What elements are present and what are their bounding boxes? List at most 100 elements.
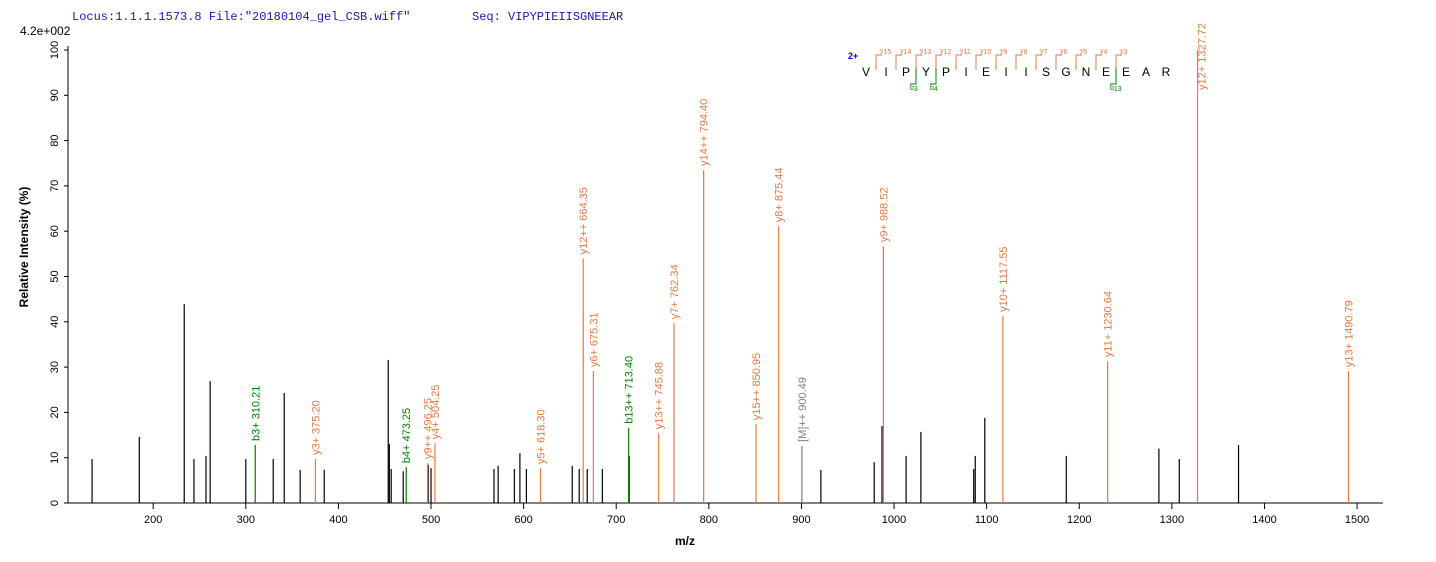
- y-ion-label: y14: [900, 48, 911, 56]
- y-ion-bracket: [1015, 54, 1022, 70]
- b-ion-label: b4: [930, 85, 938, 93]
- x-tick-label: 1100: [975, 514, 999, 526]
- header-seq: Seq: VIPYPIEIISGNEEAR: [472, 10, 623, 24]
- y-ion-label: y13: [920, 48, 931, 56]
- residue: R: [1162, 65, 1171, 79]
- y-tick-label: 80: [49, 134, 61, 146]
- y-tick-label: 50: [49, 270, 61, 282]
- peak-label: y14++ 794.40: [699, 99, 711, 166]
- x-tick-label: 700: [607, 514, 625, 526]
- y-ion-label: y8: [1020, 48, 1028, 56]
- peak-label: y11+ 1230.64: [1103, 291, 1115, 357]
- peak-label: y9+ 988.52: [878, 187, 890, 242]
- residue: Y: [922, 65, 930, 79]
- residue: I: [884, 65, 887, 79]
- y-ion-bracket: [915, 54, 922, 70]
- residue: I: [1004, 65, 1007, 79]
- x-tick-label: 600: [514, 514, 532, 526]
- peak-label: y13+ 1490.79: [1344, 300, 1356, 367]
- x-tick-label: 800: [700, 514, 718, 526]
- residue: P: [942, 65, 950, 79]
- y-ion-label: y6: [1060, 48, 1068, 56]
- y-tick-label: 0: [49, 500, 61, 506]
- b-ion-bracket: [930, 68, 937, 85]
- residue: I: [1024, 65, 1027, 79]
- y-ion-number: 15: [884, 49, 892, 56]
- peak-label: y3+ 375.20: [310, 400, 322, 455]
- residue: E: [1102, 65, 1110, 79]
- x-tick-label: 1300: [1160, 514, 1184, 526]
- residue: N: [1082, 65, 1091, 79]
- y-ion-label: y5: [1080, 48, 1088, 56]
- residue: V: [862, 65, 870, 79]
- peak-label: y12+ 1327.72: [1197, 23, 1209, 90]
- residue: E: [1122, 65, 1130, 79]
- y-tick-label: 30: [49, 361, 61, 373]
- y-ion-bracket: [1035, 54, 1042, 70]
- scale-label: 4.2e+002: [20, 24, 71, 38]
- y-tick-label: 90: [49, 89, 61, 101]
- peak-label: y7+ 762.34: [669, 264, 681, 319]
- b-ion-label: b13: [1110, 85, 1122, 93]
- residue: A: [1142, 65, 1150, 79]
- peak-label: y5+ 618.30: [536, 409, 548, 464]
- peak-label: [M]++ 900.49: [797, 377, 809, 442]
- y-ion-bracket: [995, 54, 1002, 70]
- y-ion-number: 12: [944, 49, 952, 56]
- peak-label: y9++ 496.25: [423, 398, 435, 459]
- y-ion-label: y15: [880, 48, 891, 56]
- residue: P: [902, 65, 910, 79]
- x-tick-label: 300: [237, 514, 255, 526]
- y-ion-number: 7: [1044, 49, 1048, 56]
- residue: E: [982, 65, 990, 79]
- x-tick-label: 500: [422, 514, 440, 526]
- y-ion-label: y3: [1120, 48, 1128, 56]
- x-tick-label: 1500: [1345, 514, 1369, 526]
- x-tick-label: 200: [144, 514, 162, 526]
- peak-label: b3+ 310.21: [250, 386, 262, 441]
- peak-label: y4+ 504.25: [430, 384, 442, 439]
- y-ion-bracket: [935, 54, 942, 70]
- b-ion-bracket: [1110, 68, 1117, 85]
- y-tick-label: 60: [49, 225, 61, 237]
- x-tick-label: 900: [792, 514, 810, 526]
- y-ion-bracket: [1095, 54, 1102, 70]
- x-tick-label: 1400: [1252, 514, 1276, 526]
- b-ion-label: b3: [910, 85, 918, 93]
- y-ion-bracket: [1115, 54, 1122, 70]
- y-axis-label: Relative Intensity (%): [17, 187, 31, 308]
- peak-label: b13++ 713.40: [624, 356, 636, 424]
- y-ion-bracket: [1055, 54, 1062, 70]
- residue: I: [964, 65, 967, 79]
- header-locus: Locus:1.1.1.1573.8 File:"20180104_gel_CS…: [72, 10, 410, 24]
- peak-label: b4+ 473.25: [401, 408, 413, 463]
- y-ion-bracket: [1075, 54, 1082, 70]
- b-ion-number: 4: [934, 86, 938, 93]
- y-ion-label: y10: [980, 48, 991, 56]
- y-ion-number: 4: [1104, 49, 1108, 56]
- y-ion-number: 13: [924, 49, 932, 56]
- y-ion-bracket: [955, 54, 962, 70]
- b-ion-bracket: [910, 68, 917, 85]
- y-ion-label: y11: [960, 48, 971, 56]
- peak-label: y10+ 1117.55: [998, 247, 1010, 312]
- x-tick-label: 1200: [1067, 514, 1091, 526]
- peak-label: y6+ 675.31: [588, 312, 600, 367]
- residue: G: [1061, 65, 1070, 79]
- y-tick-label: 40: [49, 316, 61, 328]
- y-tick-label: 70: [49, 180, 61, 192]
- y-ion-bracket: [895, 54, 902, 70]
- charge-label: 2+: [848, 51, 858, 61]
- y-ion-number: 8: [1024, 49, 1028, 56]
- y-tick-label: 10: [49, 452, 61, 464]
- y-ion-number: 6: [1064, 49, 1068, 56]
- y-ion-number: 3: [1124, 49, 1128, 56]
- y-ion-number: 5: [1084, 49, 1088, 56]
- y-ion-bracket: [875, 54, 882, 70]
- y-tick-label: 20: [49, 406, 61, 418]
- b-ion-number: 3: [914, 86, 918, 93]
- x-axis-label: m/z: [675, 534, 695, 548]
- y-ion-bracket: [975, 54, 982, 70]
- peak-label: y15++ 850.95: [751, 353, 763, 420]
